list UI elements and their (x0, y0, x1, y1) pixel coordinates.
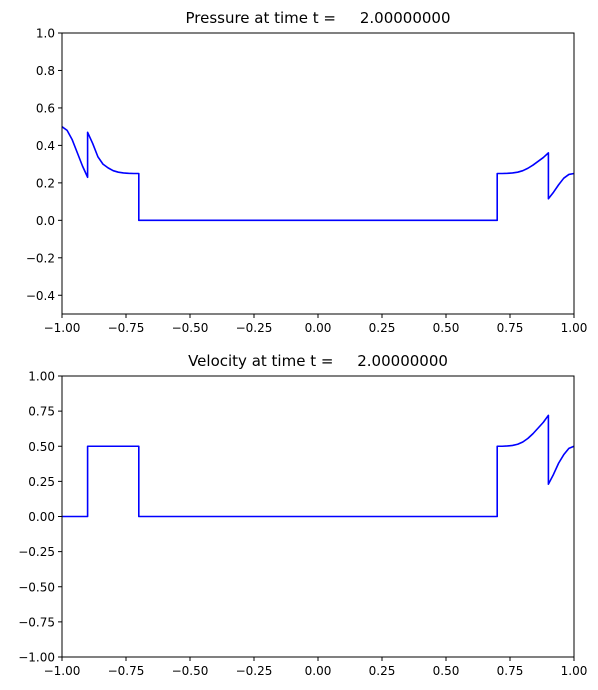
velocity-y-tick-label: −0.50 (18, 580, 55, 594)
velocity-y-tick-label: 0.00 (28, 510, 55, 524)
velocity-series-line (62, 414, 575, 518)
pressure-y-tick-label: −0.2 (26, 251, 55, 265)
velocity-x-tick-label: −0.75 (108, 664, 145, 678)
pressure-x-tick-label: 1.00 (561, 321, 588, 335)
velocity-y-tick-label: 0.25 (28, 475, 55, 489)
pressure-x-tick-label: −0.50 (172, 321, 209, 335)
pressure-axes-frame (61, 32, 575, 315)
velocity-x-tick-label: −0.50 (172, 664, 209, 678)
pressure-y-tick-label: 0.0 (36, 214, 55, 228)
pressure-chart: Pressure at time t = 2.00000000 −1.00 −0.… (26, 9, 588, 335)
velocity-y-tick-label: 0.75 (28, 405, 55, 419)
velocity-y-tick-label: −0.25 (18, 545, 55, 559)
pressure-y-tick-label: 0.2 (36, 176, 55, 190)
velocity-x-tick-label: 1.00 (561, 664, 588, 678)
velocity-y-tick-label: −1.00 (18, 651, 55, 665)
velocity-x-tick-label: 0.50 (433, 664, 460, 678)
pressure-y-tick-label: 0.8 (36, 64, 55, 78)
pressure-y-tick-label: 0.4 (36, 139, 55, 153)
pressure-x-tick-label: 0.50 (433, 321, 460, 335)
velocity-y-tick-label: 1.00 (28, 370, 55, 384)
pressure-ticks-layer: −1.00 −0.75 −0.50 −0.25 0.00 0.25 0.50 0.75 1.00… (26, 27, 588, 336)
velocity-x-tick-label: −1.00 (44, 664, 81, 678)
pressure-x-tick-label: −0.25 (236, 321, 273, 335)
velocity-x-tick-label: −0.25 (236, 664, 273, 678)
pressure-y-tick-label: 1.0 (36, 27, 55, 41)
velocity-x-tick-label: 0.25 (369, 664, 396, 678)
pressure-y-tick-label: −0.4 (26, 289, 55, 303)
pressure-chart-title: Pressure at time t = 2.00000000 (185, 9, 450, 27)
pressure-x-tick-label: 0.25 (369, 321, 396, 335)
velocity-axes-frame (61, 375, 575, 658)
velocity-x-tick-label: 0.75 (497, 664, 524, 678)
pressure-x-tick-label: −1.00 (44, 321, 81, 335)
velocity-y-tick-label: 0.50 (28, 440, 55, 454)
velocity-y-tick-label: −0.75 (18, 615, 55, 629)
velocity-chart: Velocity at time t = 2.00000000 −1.00 −0.… (18, 352, 587, 678)
velocity-ticks-layer: −1.00 −0.75 −0.50 −0.25 0.00 0.25 0.50 0.75 1.00… (18, 370, 587, 679)
pressure-series-line (61, 126, 575, 222)
pressure-x-tick-label: 0.00 (305, 321, 332, 335)
velocity-chart-title: Velocity at time t = 2.00000000 (188, 352, 448, 370)
pressure-x-tick-label: −0.75 (108, 321, 145, 335)
pressure-series-layer (61, 126, 575, 222)
pressure-y-tick-label: 0.6 (36, 101, 55, 115)
pressure-x-tick-label: 0.75 (497, 321, 524, 335)
velocity-x-tick-label: 0.00 (305, 664, 332, 678)
velocity-series-layer (62, 414, 575, 518)
